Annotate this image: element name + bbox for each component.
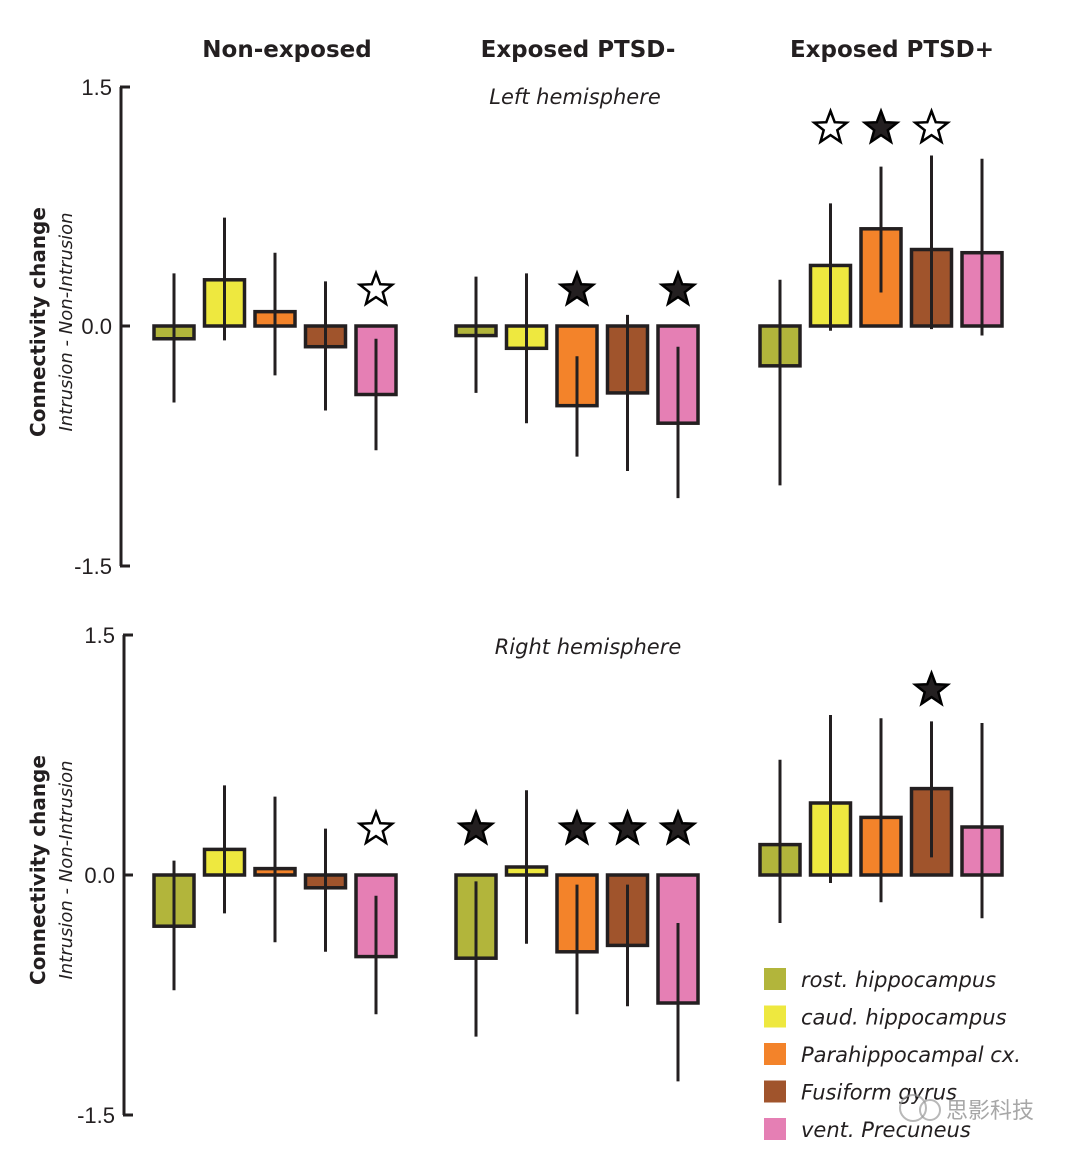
filled-star-icon	[911, 669, 952, 707]
y-tick-label: 1.5	[81, 75, 112, 100]
open-star-icon	[810, 107, 851, 145]
legend-swatch	[764, 968, 786, 990]
filled-star-icon	[861, 107, 901, 145]
y-tick-label: 0.0	[84, 863, 115, 888]
legend-swatch	[764, 1005, 786, 1028]
legend-label: Parahippocampal cx.	[801, 1043, 1021, 1067]
watermark: 思影科技	[899, 1094, 1034, 1124]
legend-swatch	[764, 1043, 786, 1065]
y-axis-sublabel-top: Intrusion - Non-Intrusion	[56, 212, 77, 431]
filled-star-icon	[557, 269, 597, 307]
bars-layer	[152, 107, 1004, 1082]
legend: rost. hippocampus caud. hippocampus Parahi…	[764, 968, 1021, 1142]
y-axis-label-top: Connectivity change	[26, 207, 50, 437]
open-star-icon	[356, 808, 396, 846]
y-axis-sublabel-bottom: Intrusion - Non-Intrusion	[56, 760, 77, 979]
filled-star-icon	[658, 269, 698, 307]
filled-star-icon	[557, 808, 597, 846]
group-title-exposed-ptsd-pos: Exposed PTSD+	[790, 37, 994, 63]
legend-label: rost. hippocampus	[801, 968, 996, 992]
legend-swatch	[764, 1118, 786, 1140]
watermark-logo-icon	[919, 1099, 941, 1121]
y-axis-label-bottom: Connectivity change	[26, 755, 50, 985]
legend-label: vent. Precuneus	[801, 1118, 971, 1142]
watermark-text: 思影科技	[946, 1099, 1034, 1124]
panel-label-left-hemisphere: Left hemisphere	[489, 85, 661, 109]
group-title-non-exposed: Non-exposed	[202, 37, 371, 63]
filled-star-icon	[658, 808, 698, 846]
watermark-logo-icon	[899, 1094, 927, 1122]
filled-star-icon	[456, 808, 496, 846]
y-axis-bottom: 1.5 0.0 -1.5	[77, 623, 133, 1128]
open-star-icon	[911, 107, 952, 145]
legend-swatch	[764, 1080, 786, 1103]
filled-star-icon	[607, 808, 648, 846]
y-tick-label: 1.5	[84, 623, 115, 648]
y-tick-label: -1.5	[74, 554, 112, 579]
panel-label-right-hemisphere: Right hemisphere	[495, 635, 682, 659]
y-tick-label: -1.5	[77, 1103, 115, 1128]
open-star-icon	[356, 269, 396, 307]
group-title-exposed-ptsd-neg: Exposed PTSD-	[481, 37, 676, 63]
legend-label: caud. hippocampus	[801, 1006, 1007, 1030]
y-tick-label: 0.0	[81, 314, 112, 339]
y-axis-top: 1.5 0.0 -1.5	[74, 75, 130, 579]
